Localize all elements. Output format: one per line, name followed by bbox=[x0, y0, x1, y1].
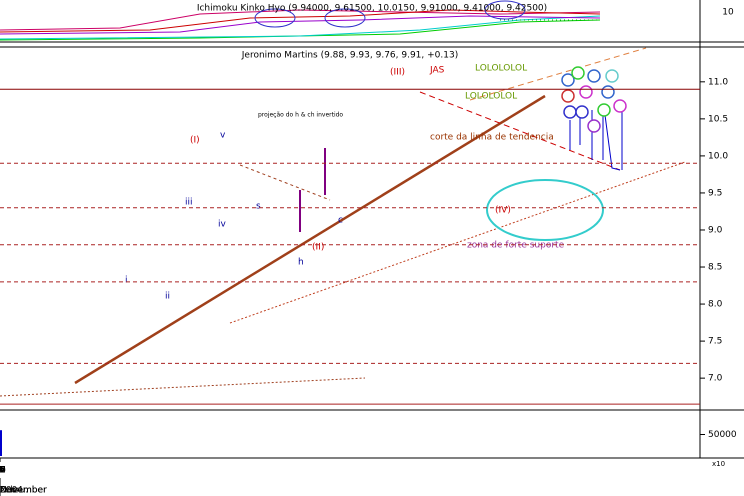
y-tick-label: 10.5 bbox=[708, 114, 728, 124]
x-tick-label: 19 bbox=[0, 466, 6, 476]
x-tick-label: 24 bbox=[0, 466, 6, 476]
x-tick-label: 13 bbox=[0, 466, 6, 476]
annotation: i bbox=[125, 276, 128, 286]
annotation: v bbox=[220, 131, 226, 141]
y-tick-label: 9.0 bbox=[708, 225, 723, 235]
annotation: projeção do h & ch invertido bbox=[258, 112, 343, 119]
x-tick-label: 26 bbox=[0, 466, 6, 476]
period-label: November bbox=[0, 486, 47, 496]
y-tick-label: 7.0 bbox=[708, 374, 723, 384]
annotation: h bbox=[298, 258, 304, 268]
y-tick-label: 8.5 bbox=[708, 263, 722, 273]
x-tick-label: 20 bbox=[0, 466, 6, 476]
annotations: (III) JAS LOLOLOLOL LOLOLOLOL projeção d… bbox=[125, 64, 565, 302]
y-tick-label: 10.0 bbox=[708, 151, 728, 161]
x-tick-label: 1 bbox=[0, 466, 3, 476]
indicator-tick-label: 10 bbox=[722, 8, 734, 18]
period-label: 2004 bbox=[0, 486, 23, 496]
period-label: Febru. bbox=[0, 486, 28, 496]
annotation: (III) bbox=[390, 68, 405, 78]
x-tick-label: 27 bbox=[0, 466, 6, 476]
annotation: zona de forte suporte bbox=[467, 241, 565, 251]
x-tick-label: 15 bbox=[0, 466, 6, 476]
annotation: (I) bbox=[190, 136, 200, 146]
annotation: c bbox=[338, 216, 343, 226]
x-tick-label: 12 bbox=[0, 466, 6, 476]
volume-bar bbox=[0, 443, 2, 456]
annotation: iii bbox=[185, 198, 193, 208]
x-tick-label: 8 bbox=[0, 466, 3, 476]
annotation: s bbox=[256, 202, 261, 212]
y-tick-label: 7.5 bbox=[708, 337, 722, 347]
y-tick-label: 11.0 bbox=[708, 77, 728, 87]
x-tick-label: 2 bbox=[0, 466, 3, 476]
chart-title: Jeronimo Martins (9.88, 9.93, 9.76, 9.91… bbox=[241, 51, 458, 61]
x-tick-label: 5 bbox=[0, 466, 3, 476]
y-tick-label: 50000 bbox=[708, 430, 737, 440]
y-tick-label: 8.0 bbox=[708, 300, 723, 310]
annotation: iv bbox=[218, 220, 227, 230]
indicator-lines bbox=[0, 0, 601, 41]
x-tick-label: 22 bbox=[0, 466, 6, 476]
x-tick-label: 17 bbox=[0, 466, 6, 476]
annotation: JAS bbox=[429, 66, 445, 76]
period-label: December bbox=[0, 486, 47, 496]
annotation: ii bbox=[165, 292, 170, 302]
annotation: LOLOLOLOL bbox=[465, 92, 517, 102]
annotation: corte da linha de tendencia bbox=[430, 133, 554, 143]
trendlines bbox=[0, 47, 686, 397]
volume-bar bbox=[0, 450, 2, 456]
x-tick-label: 3 bbox=[0, 466, 3, 476]
indicator-title: Ichimoku Kinko Hyo (9.94000, 9.61500, 10… bbox=[197, 4, 547, 14]
scale-label: x10 bbox=[712, 460, 725, 468]
x-tick-label: 10 bbox=[0, 466, 6, 476]
annotation: (IV) bbox=[495, 206, 511, 216]
x-tick-label: 29 bbox=[0, 466, 6, 476]
annotation: LOLOLOLOL bbox=[475, 64, 527, 74]
y-tick-label: 9.5 bbox=[708, 188, 722, 198]
annotation: (II) bbox=[312, 243, 324, 253]
